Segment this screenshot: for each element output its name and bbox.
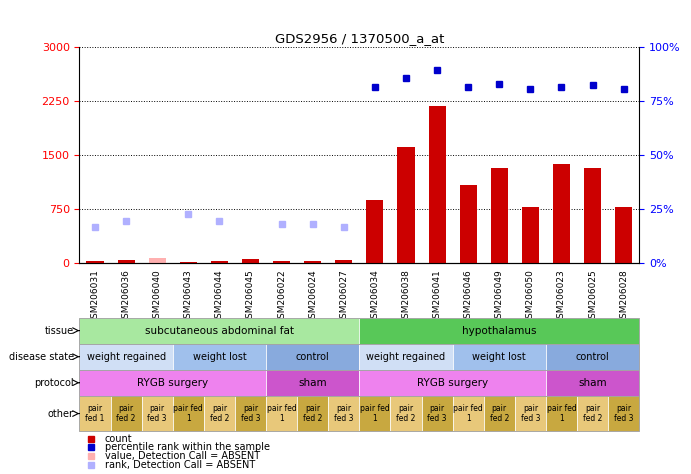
Bar [173,344,266,370]
Text: pair fed
1: pair fed 1 [267,404,296,423]
Bar [86,261,104,263]
Bar [460,185,477,263]
Bar [584,168,601,263]
Bar [553,164,570,263]
Text: other: other [48,409,74,419]
Text: hypothalamus: hypothalamus [462,326,536,336]
Text: pair
fed 2: pair fed 2 [583,404,603,423]
Bar [79,370,266,396]
Bar [328,396,359,431]
Bar [428,106,446,263]
Bar [546,396,577,431]
Text: control: control [296,352,330,362]
Bar [180,262,197,263]
Text: rank, Detection Call = ABSENT: rank, Detection Call = ABSENT [104,460,255,470]
Bar [484,396,515,431]
Bar [335,260,352,263]
Text: sham: sham [299,378,327,388]
Bar [359,344,453,370]
Bar [266,344,359,370]
Bar [273,262,290,263]
Text: pair fed
1: pair fed 1 [453,404,483,423]
Text: sham: sham [578,378,607,388]
Text: tissue: tissue [45,326,74,336]
Text: weight lost: weight lost [473,352,526,362]
Text: disease state: disease state [9,352,74,362]
Text: pair
fed 3: pair fed 3 [334,404,354,423]
Bar [491,168,508,263]
Text: pair
fed 3: pair fed 3 [240,404,261,423]
Text: RYGB surgery: RYGB surgery [417,378,488,388]
Bar [608,396,639,431]
Text: subcutaneous abdominal fat: subcutaneous abdominal fat [145,326,294,336]
Text: weight regained: weight regained [86,352,166,362]
Bar [390,396,422,431]
Bar [453,396,484,431]
Bar [297,396,328,431]
Bar [577,396,608,431]
Text: value, Detection Call = ABSENT: value, Detection Call = ABSENT [104,451,260,461]
Text: pair
fed 3: pair fed 3 [427,404,447,423]
Bar [142,396,173,431]
Bar [522,207,539,263]
Bar [359,318,639,344]
Text: weight regained: weight regained [366,352,446,362]
Text: pair
fed 3: pair fed 3 [520,404,540,423]
Bar [117,260,135,263]
Text: pair
fed 2: pair fed 2 [303,404,323,423]
Bar [211,261,228,263]
Bar [111,396,142,431]
Bar [515,396,546,431]
Bar [304,261,321,263]
Bar [397,146,415,263]
Text: pair
fed 2: pair fed 2 [396,404,416,423]
Bar [366,200,384,263]
Bar [204,396,235,431]
Bar [546,370,639,396]
Text: pair
fed 3: pair fed 3 [147,404,167,423]
Text: pair
fed 3: pair fed 3 [614,404,634,423]
Text: RYGB surgery: RYGB surgery [138,378,208,388]
Bar [173,396,204,431]
Bar [453,344,546,370]
Text: pair fed
1: pair fed 1 [173,404,203,423]
Bar [359,396,390,431]
Title: GDS2956 / 1370500_a_at: GDS2956 / 1370500_a_at [274,32,444,45]
Text: control: control [576,352,609,362]
Text: protocol: protocol [35,378,74,388]
Bar [266,370,359,396]
Text: pair fed
1: pair fed 1 [547,404,576,423]
Bar [359,370,546,396]
Text: pair fed
1: pair fed 1 [360,404,390,423]
Bar [242,259,259,263]
Bar [266,396,297,431]
Bar [79,344,173,370]
Text: pair
fed 2: pair fed 2 [116,404,136,423]
Bar [546,344,639,370]
Text: pair
fed 2: pair fed 2 [209,404,229,423]
Bar [149,258,166,263]
Bar [79,396,111,431]
Text: pair
fed 2: pair fed 2 [489,404,509,423]
Text: percentile rank within the sample: percentile rank within the sample [104,442,269,453]
Bar [615,207,632,263]
Bar [79,318,359,344]
Bar [235,396,266,431]
Bar [422,396,453,431]
Text: count: count [104,434,132,444]
Text: weight lost: weight lost [193,352,246,362]
Text: pair
fed 1: pair fed 1 [85,404,105,423]
